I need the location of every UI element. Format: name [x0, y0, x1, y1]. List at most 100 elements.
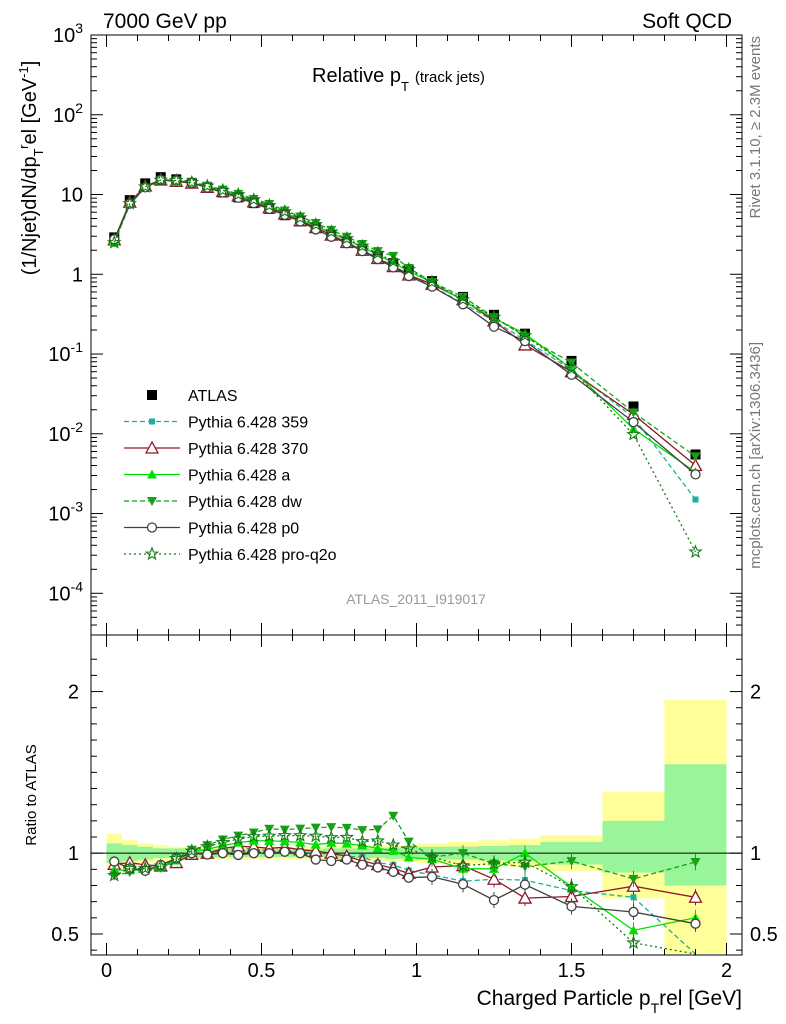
y-tick-label: 102: [53, 100, 83, 127]
data-point: [424, 274, 440, 289]
ratio-point: [564, 879, 579, 893]
ratio-point: [310, 854, 321, 865]
ratio-point: [246, 828, 262, 843]
ratio-point: [403, 852, 414, 862]
ratio-line: [114, 847, 696, 955]
data-point: [354, 238, 370, 253]
ratio-point: [388, 811, 399, 821]
legend-label: ATLAS: [188, 388, 238, 405]
stat-uncertainty-band: [602, 820, 665, 873]
ratio-y-tick-label: 2: [68, 682, 79, 704]
ratio-y-tick-label: 1: [68, 843, 79, 865]
data-point: [688, 544, 703, 559]
legend-label: Pythia 6.428 dw: [188, 494, 302, 511]
data-point: [455, 292, 471, 306]
ratio-point: [341, 823, 352, 833]
x-tick-label: 0: [101, 960, 112, 982]
ratio-series-6: [106, 827, 696, 955]
data-point: [261, 197, 277, 212]
ratio-point: [153, 858, 169, 873]
legend-marker: [149, 418, 155, 425]
data-point: [122, 196, 138, 210]
data-point: [168, 172, 184, 187]
x-axis-label: Charged Particle pTrel [GeV]: [477, 987, 742, 1016]
ratio-point: [388, 866, 399, 878]
ratio-point: [688, 889, 703, 903]
data-point: [246, 192, 262, 206]
ratio-point: [385, 837, 401, 852]
series-7: [106, 172, 703, 559]
upper-ticks: [91, 34, 742, 636]
ratio-point: [310, 839, 321, 849]
y-tick-label: 10-3: [48, 499, 83, 526]
lower-tick-labels: 0.5 0.5 1 1 2 2 0 0.5 1 1.5 2: [51, 682, 778, 982]
ratio-y-tick-label: 0.5: [51, 924, 79, 946]
ratio-point: [248, 835, 259, 845]
ratio-point: [341, 854, 352, 865]
upper-series: [106, 172, 703, 559]
ratio-point: [106, 867, 122, 882]
data-point: [517, 328, 533, 342]
upper-y-axis-label: (1/Njet)dN/dpTrel [GeV-1]: [16, 61, 46, 276]
y-tick-label: 10-1: [48, 339, 83, 366]
data-point: [486, 309, 502, 324]
header-right: Soft QCD: [642, 10, 732, 33]
data-point: [341, 232, 352, 242]
ratio-point: [357, 859, 368, 870]
ratio-point: [279, 836, 290, 846]
data-point: [372, 247, 383, 257]
data-point: [137, 179, 153, 193]
data-point: [339, 230, 355, 245]
ratio-point: [233, 849, 244, 861]
legend-marker: [147, 390, 157, 400]
ratio-point: [248, 848, 259, 859]
ratio-point: [457, 879, 469, 890]
data-point: [457, 299, 469, 310]
ratio-point: [341, 838, 352, 848]
ratio-y-tick-label: 0.5: [750, 924, 778, 946]
ratio-y-tick-label: 1: [750, 843, 761, 865]
y-tick-label: 10-4: [48, 578, 83, 605]
ratio-point: [403, 872, 414, 883]
ratio-point: [354, 833, 370, 848]
ratio-point: [184, 843, 200, 857]
ratio-point: [326, 837, 337, 847]
legend-marker: [146, 522, 158, 533]
ratio-point: [517, 854, 533, 869]
data-point: [370, 245, 386, 260]
x-tick-label: 1: [411, 960, 422, 982]
ratio-point: [630, 894, 637, 901]
ratio-point: [628, 874, 639, 884]
ratio-point: [277, 828, 293, 842]
data-point: [628, 408, 639, 418]
ratio-point: [690, 918, 701, 929]
ratio-point: [137, 860, 153, 875]
data-point: [357, 239, 368, 249]
ratio-point: [566, 901, 577, 912]
data-point: [458, 292, 468, 302]
legend-marker: [144, 440, 160, 454]
upper-y-tick-labels: 10-4 10-3 10-2 10-1 1 10 102 103: [48, 20, 83, 605]
data-point: [277, 203, 293, 218]
legend-label: Pythia 6.428 a: [188, 468, 290, 485]
legend-marker: [147, 497, 157, 506]
legend-label: Pythia 6.428 359: [188, 415, 308, 432]
data-point: [692, 496, 699, 503]
x-axis-label-after: rel [GeV]: [659, 987, 742, 1010]
lower-panel: 0.5 0.5 1 1 2 2 0 0.5 1 1.5 2 Ratio to ATLAS Charg…: [23, 634, 778, 1016]
ratio-point: [628, 906, 639, 918]
rivet-label: Rivet 3.1.10, ≥ 2.3M events: [747, 36, 764, 219]
data-point: [199, 178, 215, 193]
ratio-point: [109, 856, 120, 867]
ratio-point: [326, 855, 337, 867]
ratio-point: [566, 857, 577, 867]
ratio-y-tick-label: 2: [750, 682, 761, 704]
data-point: [426, 281, 438, 292]
ratio-point: [264, 848, 275, 859]
upper-title: Relative pT (track jets): [312, 65, 485, 94]
ratio-point: [323, 829, 339, 844]
ratio-point: [261, 828, 277, 843]
ratio-point: [295, 848, 306, 859]
mcplots-label: mcplots.cern.ch [arXiv:1306.3436]: [747, 342, 764, 569]
